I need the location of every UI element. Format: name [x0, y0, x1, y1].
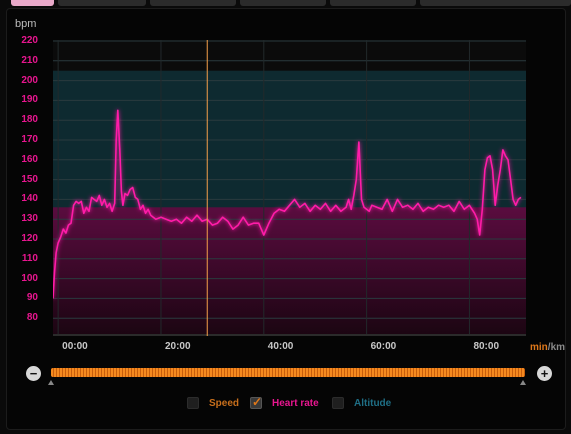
slider-left-handle[interactable] [48, 380, 54, 385]
y-axis-label: bpm [15, 18, 37, 30]
x-tick-label: 20:00 [164, 341, 191, 352]
tab-6[interactable] [420, 0, 571, 6]
y-tick-label: 140 [21, 193, 38, 205]
altitude-checkbox[interactable] [332, 397, 344, 409]
heart-rate-checkbox[interactable]: ✓ [250, 395, 263, 409]
y-tick-label: 200 [21, 74, 38, 86]
plus-icon: + [540, 366, 549, 381]
highlight-band [53, 207, 526, 336]
zoom-in-button[interactable]: + [537, 366, 552, 381]
y-tick-label: 130 [21, 213, 38, 225]
x-axis-line [53, 334, 526, 336]
speed-label: Speed [209, 398, 240, 409]
tab-5[interactable] [330, 0, 416, 6]
y-tick-label: 90 [26, 292, 38, 304]
zoom-out-button[interactable]: − [26, 366, 41, 381]
y-tick-label: 110 [21, 252, 38, 264]
unit-separator: / [547, 342, 551, 353]
tab-4[interactable] [240, 0, 326, 6]
y-tick-label: 190 [21, 94, 38, 106]
heart-rate-chart[interactable] [53, 40, 526, 336]
y-tick-label: 150 [21, 173, 38, 185]
y-tick-label: 210 [21, 54, 38, 66]
tab-2[interactable] [58, 0, 146, 6]
heart-rate-label: Heart rate [272, 398, 319, 409]
speed-checkbox[interactable] [187, 397, 199, 409]
unit-km[interactable]: km [550, 342, 566, 353]
heart-rate-line [53, 109, 522, 299]
unit-min[interactable]: min [530, 342, 548, 353]
minus-icon: − [29, 366, 38, 381]
y-tick-label: 160 [21, 153, 38, 165]
y-tick-label: 100 [21, 272, 38, 284]
y-tick-label: 180 [21, 114, 38, 126]
y-tick-label: 120 [21, 233, 38, 244]
x-tick-label: 40:00 [267, 341, 294, 352]
y-tick-label: 220 [21, 35, 38, 46]
x-tick-label: 60:00 [370, 341, 397, 352]
timeline-slider[interactable] [51, 368, 525, 377]
x-tick-label: 00:00 [62, 341, 88, 352]
x-tick-label: 80:00 [473, 341, 500, 352]
tab-1[interactable] [11, 0, 54, 6]
slider-right-handle[interactable] [520, 380, 526, 385]
altitude-label: Altitude [354, 398, 392, 409]
x-axis-unit[interactable]: min/km [530, 342, 565, 353]
y-tick-label: 80 [26, 312, 38, 324]
check-icon: ✓ [252, 395, 263, 409]
tab-3[interactable] [150, 0, 236, 6]
y-tick-label: 170 [21, 134, 38, 145]
tab-bar [0, 0, 571, 8]
